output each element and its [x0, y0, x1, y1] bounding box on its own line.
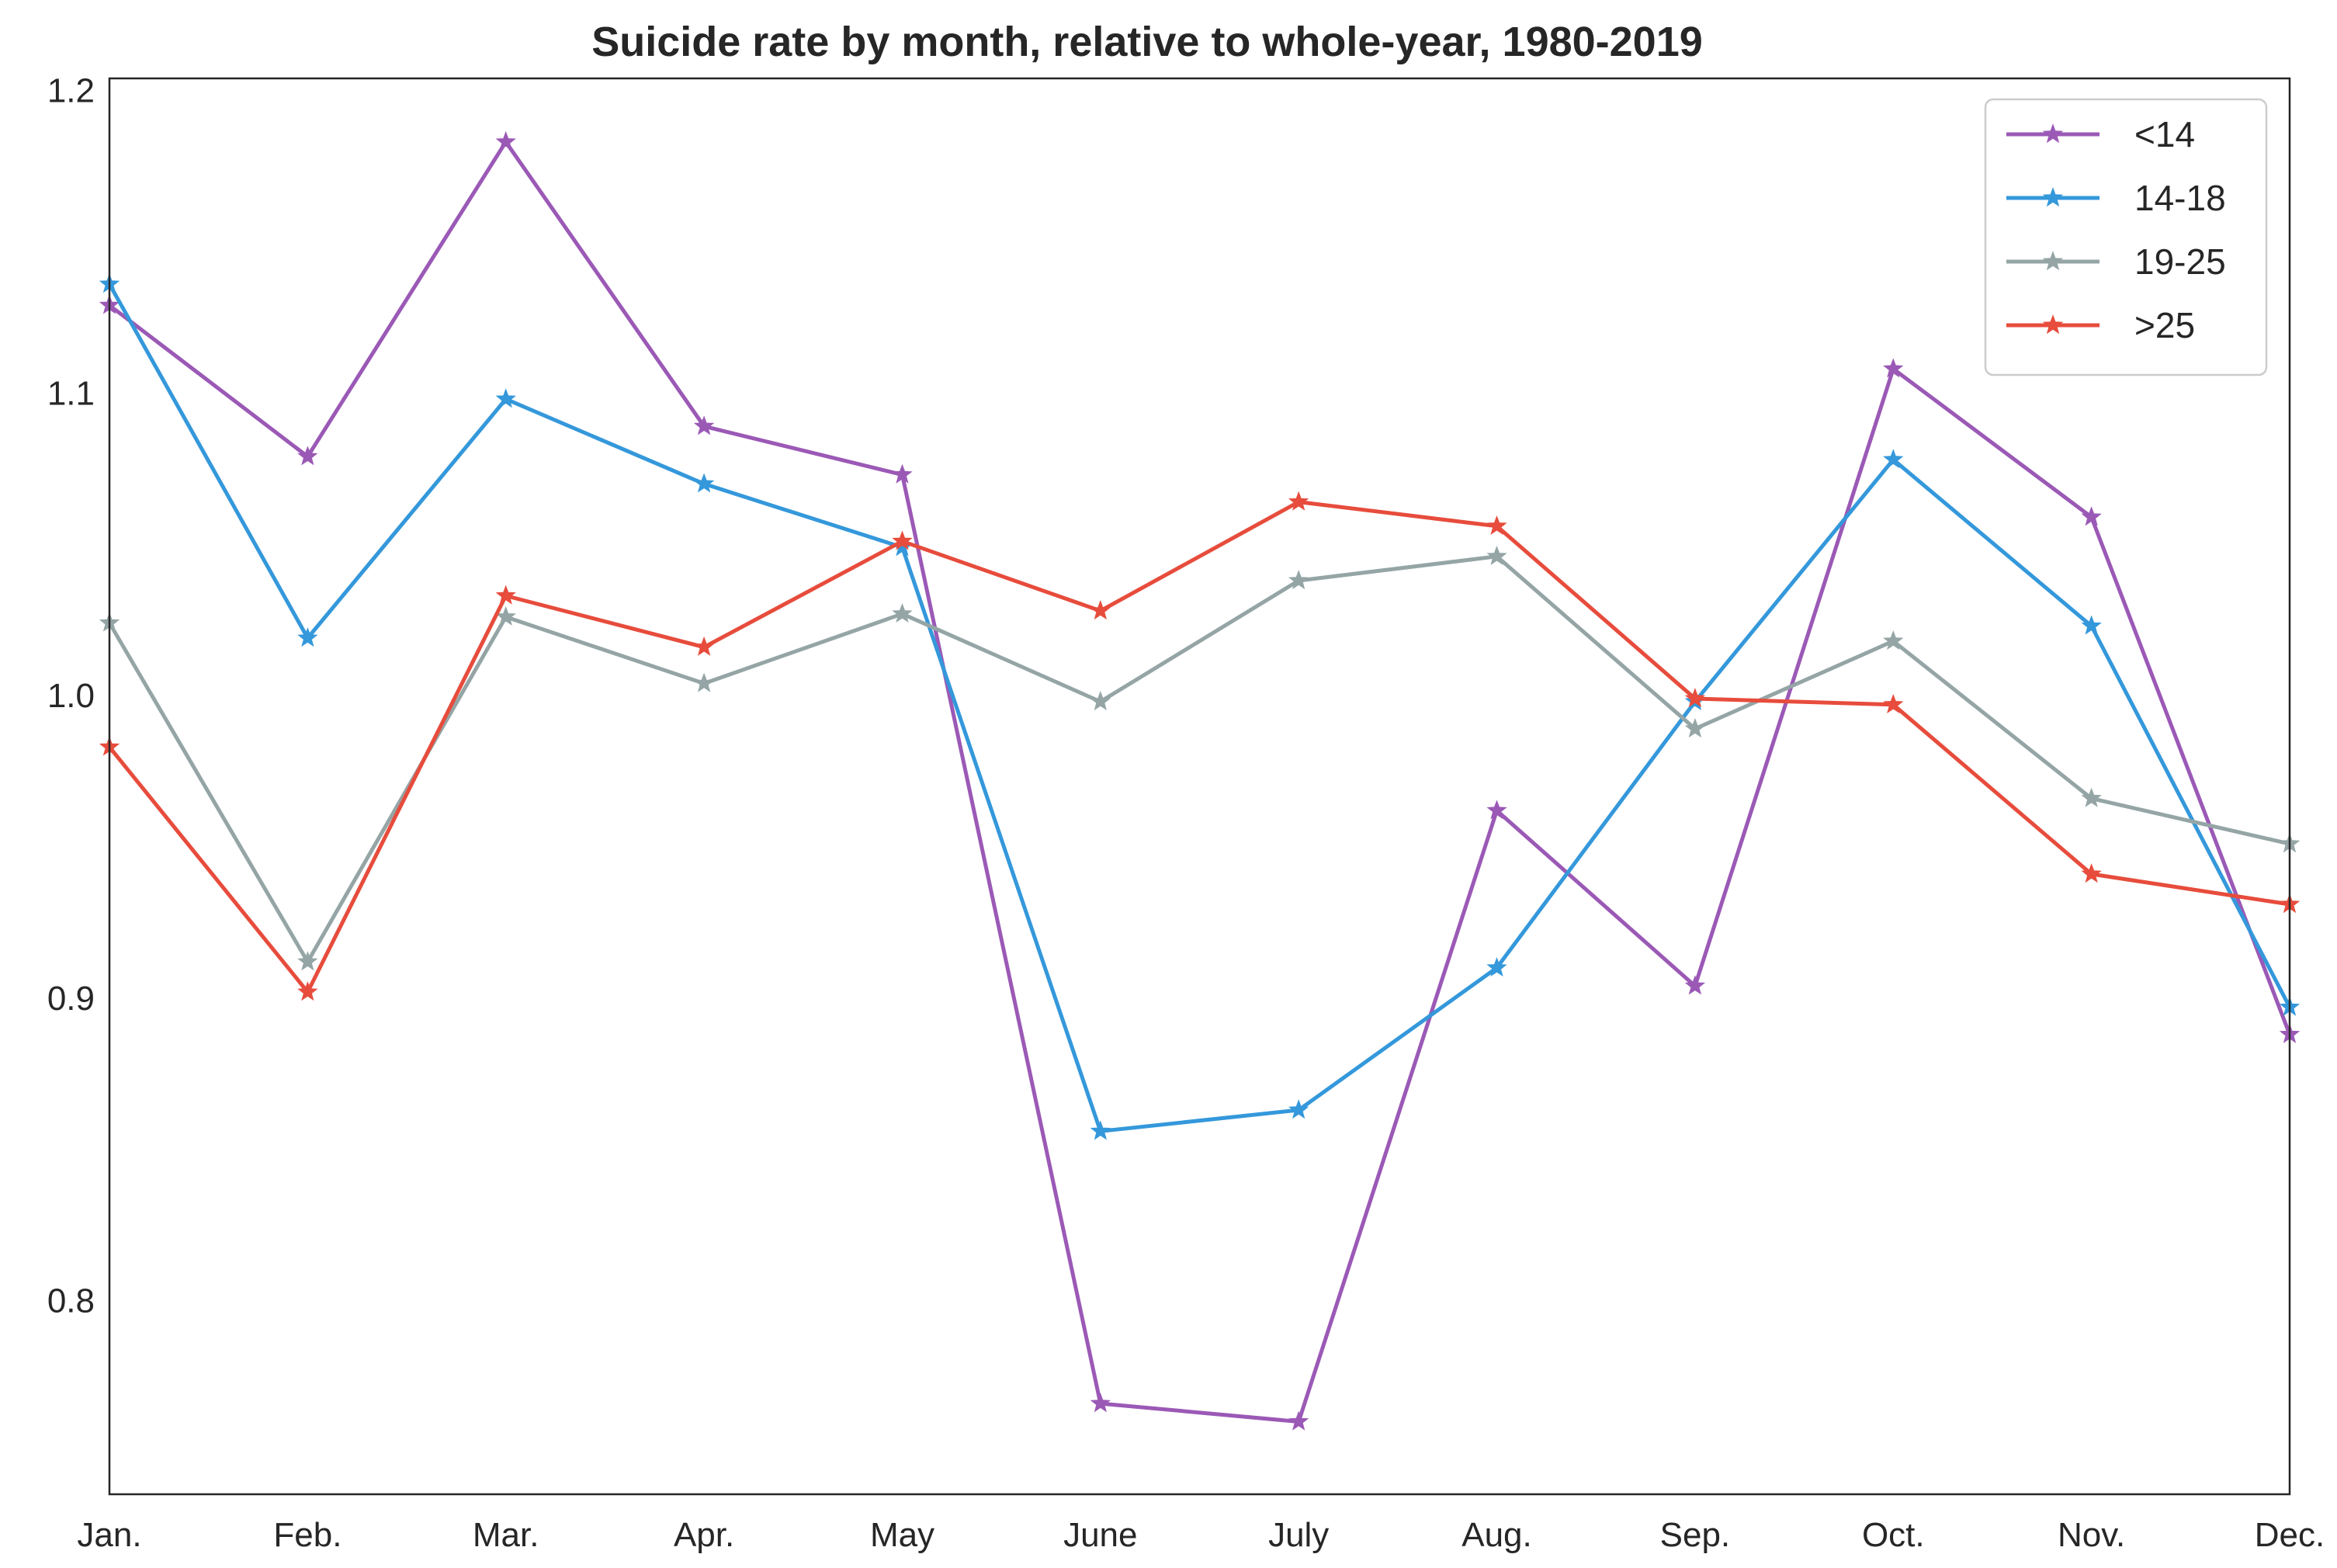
data-point	[892, 530, 913, 550]
series-1	[99, 130, 2301, 1431]
data-point	[1288, 491, 1309, 511]
data-point	[1288, 1099, 1309, 1119]
data-point	[1883, 693, 1904, 714]
legend-item: >25	[2006, 305, 2195, 345]
y-tick-label: 1.1	[47, 374, 95, 412]
chart-title: Suicide rate by month, relative to whole…	[591, 19, 1703, 65]
data-point	[1684, 718, 1706, 738]
x-tick-label: Sep.	[1660, 1516, 1731, 1554]
x-tick-label: Nov.	[2058, 1516, 2125, 1554]
x-tick-label: Feb.	[273, 1516, 342, 1554]
data-point	[693, 473, 715, 493]
data-point	[1883, 358, 1904, 378]
data-point	[495, 130, 516, 151]
data-point	[1288, 1410, 1309, 1431]
data-point	[1883, 630, 1904, 650]
x-tick-label: Apr.	[674, 1516, 734, 1554]
legend-label: 19-25	[2134, 241, 2226, 282]
data-point	[297, 981, 318, 1001]
x-tick-label: Jan.	[77, 1516, 141, 1554]
legend-box	[1984, 98, 2268, 376]
x-tick-label: June	[1063, 1516, 1137, 1554]
y-tick-label: 0.9	[47, 980, 95, 1018]
legend-label: 14-18	[2134, 178, 2226, 218]
data-point	[892, 463, 913, 484]
legend-marker	[2042, 187, 2064, 207]
data-point	[1090, 691, 1111, 711]
data-point	[1090, 1393, 1111, 1413]
x-tick-label: May	[870, 1516, 934, 1554]
legend-item: 14-18	[2006, 178, 2226, 218]
x-tick-label: Dec.	[2255, 1516, 2325, 1554]
y-axis-ticks: 0.8 0.9 1.0 1.1 1.2	[47, 72, 95, 1320]
data-point	[693, 415, 715, 435]
data-point	[495, 388, 516, 408]
y-tick-label: 0.8	[47, 1282, 95, 1320]
data-point	[693, 636, 715, 656]
data-point	[1486, 545, 1507, 566]
data-point	[297, 627, 318, 647]
data-point	[2081, 787, 2102, 807]
x-tick-label: Aug.	[1461, 1516, 1532, 1554]
legend-item: 19-25	[2006, 241, 2226, 282]
data-point	[1486, 800, 1507, 820]
data-point	[297, 951, 318, 971]
legend-label: >25	[2134, 305, 2195, 345]
data-point	[1090, 1120, 1111, 1140]
data-point	[297, 446, 318, 466]
x-tick-label: July	[1268, 1516, 1329, 1554]
data-point	[1090, 600, 1111, 620]
data-point	[2081, 506, 2102, 526]
data-point	[1684, 688, 1706, 708]
x-axis-ticks: Jan. Feb. Mar. Apr. May June July Aug. Sep. Oct. N…	[77, 1516, 2325, 1554]
data-point	[495, 585, 516, 605]
plot-area	[109, 78, 2290, 1494]
data-point	[1486, 956, 1507, 977]
series-line	[108, 140, 2292, 1424]
legend-marker	[2042, 251, 2064, 271]
data-point	[2081, 863, 2102, 883]
x-tick-label: Mar.	[473, 1516, 539, 1554]
data-point	[1486, 515, 1507, 536]
y-tick-label: 1.0	[47, 677, 95, 715]
legend-item: <14	[2006, 114, 2195, 154]
series-line	[108, 500, 2290, 994]
legend: <14 14-18 19-25 >25	[1984, 98, 2268, 376]
series-line	[107, 283, 2292, 1133]
y-tick-label: 1.2	[47, 72, 95, 110]
data-point	[1684, 975, 1706, 995]
data-point	[693, 672, 715, 692]
series-4	[99, 491, 2301, 1001]
x-tick-label: Oct.	[1862, 1516, 1925, 1554]
series-line	[107, 554, 2290, 964]
data-point	[1288, 570, 1309, 590]
series-layer	[99, 130, 2301, 1431]
data-point	[892, 602, 913, 623]
data-point	[1883, 449, 1904, 469]
data-point	[495, 605, 516, 626]
data-point	[2081, 615, 2102, 635]
legend-label: <14	[2134, 114, 2195, 154]
legend-marker	[2042, 123, 2064, 144]
plot-frame	[108, 77, 2291, 1496]
legend-marker	[2042, 314, 2064, 335]
